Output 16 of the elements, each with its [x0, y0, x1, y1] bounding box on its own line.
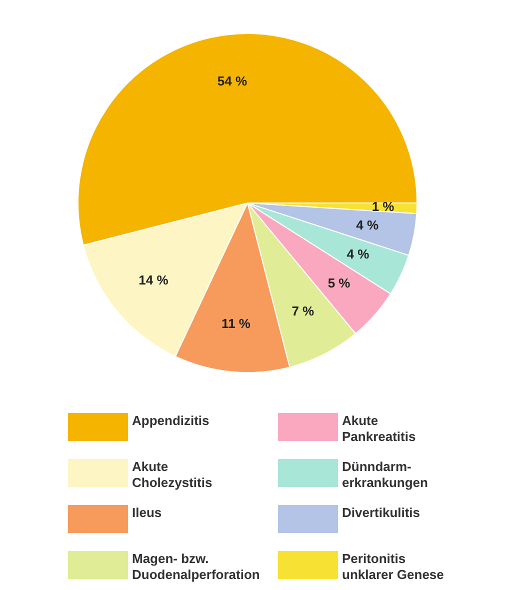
- data-label: 54 %: [217, 74, 248, 88]
- data-label: 11 %: [222, 316, 251, 332]
- legend-label: Peritonitis unklarer Genese: [342, 551, 444, 583]
- data-label: 4 %: [346, 246, 370, 262]
- legend-label: Magen- bzw. Duodenalperforation: [132, 551, 260, 583]
- data-label: 5 %: [328, 275, 351, 290]
- legend-label: Ileus: [132, 505, 162, 521]
- data-label: 7 %: [292, 303, 315, 318]
- data-label: 4 %: [356, 217, 380, 232]
- legend-label: Divertikulitis: [342, 505, 420, 521]
- legend-label: Akute Pankreatitis: [342, 413, 416, 445]
- data-label: 1 %: [372, 198, 395, 214]
- legend-label: Dünndarm- erkrankungen: [342, 459, 428, 491]
- data-label: 14 %: [138, 272, 169, 288]
- legend-label: Akute Cholezystitis: [132, 459, 212, 491]
- legend-label: Appendizitis: [132, 413, 210, 429]
